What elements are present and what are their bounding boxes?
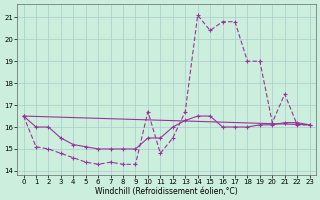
X-axis label: Windchill (Refroidissement éolien,°C): Windchill (Refroidissement éolien,°C) xyxy=(95,187,238,196)
